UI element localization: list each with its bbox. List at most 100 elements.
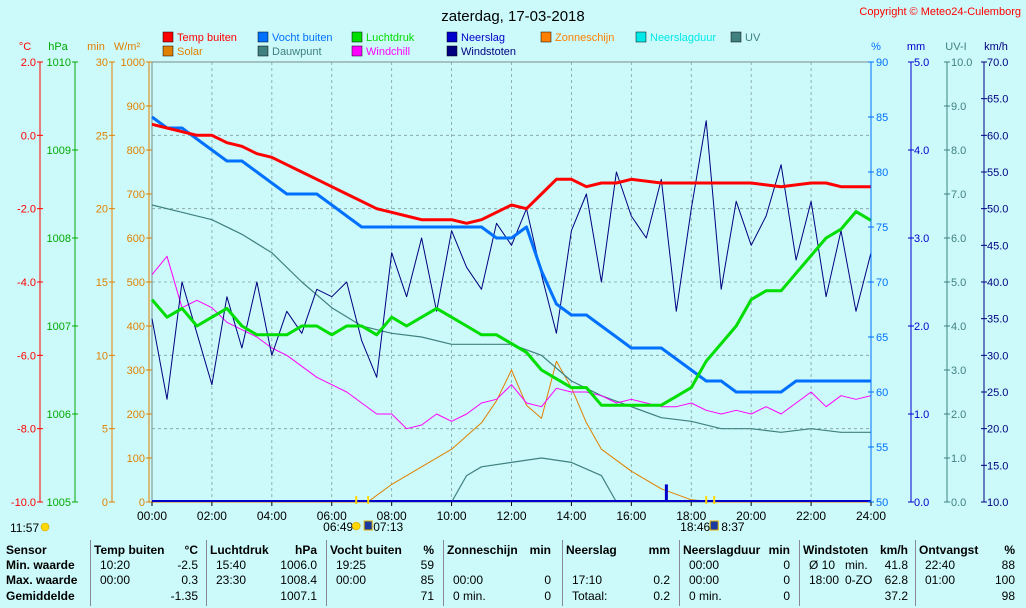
sun-markers: 11:57 06:49 07:13 18:46 8:37 xyxy=(10,496,745,535)
pressure-axis-tick-label: 1005 xyxy=(47,497,71,509)
stats-cell-time: 17:10 xyxy=(572,573,603,587)
stats-separator xyxy=(443,540,444,606)
time-tick-label: 12:00 xyxy=(496,509,526,523)
uv-axis-tick-label: 2.0 xyxy=(951,409,966,421)
time-tick-label: 04:00 xyxy=(257,509,287,523)
humidity-axis-tick-label: 70 xyxy=(876,277,888,289)
stats-cell-value: -1.35 xyxy=(170,589,198,603)
legend-label: Windstoten xyxy=(461,46,516,58)
x-axis: 00:00 02:00 04:00 06:00 08:00 10:00 12:00 14:00… xyxy=(137,502,886,523)
stats-cell-value: 0 xyxy=(783,558,790,572)
legend-swatch xyxy=(446,31,458,43)
solar-axis-tick-label: 200 xyxy=(127,409,145,421)
humidity-axis-tick-label: 65 xyxy=(876,332,888,344)
stats-table: Sensor Min. waarde Max. waarde Gemiddelde Te… xyxy=(0,538,1026,608)
legend-label: Vocht buiten xyxy=(272,32,333,44)
series-luchtdruk-line xyxy=(150,210,872,407)
wind-axis-tick-label: 30.0 xyxy=(987,350,1008,362)
stats-cell-value: 100 xyxy=(994,573,1015,587)
pressure-axis-tick-label: 1009 xyxy=(47,145,71,157)
wind-axis-tick-label: 70.0 xyxy=(987,57,1008,69)
time-tick-label: 08:00 xyxy=(377,509,407,523)
temp-axis-tick-label: -6.0 xyxy=(17,350,36,362)
stats-separator xyxy=(799,540,800,606)
legend-label: Temp buiten xyxy=(177,32,237,44)
series-windstoten-line xyxy=(151,120,872,400)
stats-separator xyxy=(90,540,91,606)
stats-column-unit: hPa xyxy=(294,543,317,557)
stats-cell-time: 01:00 xyxy=(925,573,956,587)
pressure-axis-tick-label: 1010 xyxy=(47,57,71,69)
wind-axis-tick-label: 25.0 xyxy=(987,387,1008,399)
minutes-unit-label: min xyxy=(87,41,105,53)
solar-axis-tick-label: 1000 xyxy=(121,57,145,69)
stats-cell-time: 0 min. xyxy=(689,589,722,603)
sun-event-marker xyxy=(713,496,716,504)
time-tick-label: 18:00 xyxy=(676,509,706,523)
time-tick-label: 10:00 xyxy=(437,509,467,523)
stats-cell-extra: 0-ZO xyxy=(845,573,873,587)
legend-label: Zonneschijn xyxy=(555,32,614,44)
temp-unit-label: °C xyxy=(19,41,31,53)
stats-cell-time: 00:00 xyxy=(100,573,131,587)
wind-unit-label: km/h xyxy=(984,41,1008,53)
uv-axis-tick-label: 1.0 xyxy=(951,453,966,465)
humidity-axis-tick-label: 50 xyxy=(876,497,888,509)
solar-axis-tick-label: 900 xyxy=(127,101,145,113)
stats-column: Zonneschijn min 00:00 0 0 min. 0 xyxy=(447,538,559,608)
legend-label: Luchtdruk xyxy=(366,32,415,44)
stats-cell-value xyxy=(447,557,551,573)
stats-column: Windstoten km/h Ø 10 min. 41.8 18:00 0-ZO 62.8 3… xyxy=(803,538,916,608)
time-tick-label: 20:00 xyxy=(736,509,766,523)
rain-axis-tick-label: 2.0 xyxy=(914,321,929,333)
stats-cell-value: 98 xyxy=(1001,589,1015,603)
stats-column-title: Luchtdruk xyxy=(210,543,269,557)
uv-axis-tick-label: 7.0 xyxy=(951,189,966,201)
pressure-unit-label: hPa xyxy=(48,41,68,53)
legend-swatch xyxy=(257,45,269,57)
uv-axis-tick-label: 5.0 xyxy=(951,277,966,289)
minutes-axis-tick-label: 15 xyxy=(96,277,108,289)
uv-axis-tick-label: 0.0 xyxy=(951,497,966,509)
stats-cell-value: 59 xyxy=(420,558,434,572)
copyright-link[interactable]: Copyright © Meteo24-Culemborg xyxy=(859,6,1021,18)
stats-cell-time: 19:25 xyxy=(336,558,367,572)
weather-chart: zaterdag, 17-03-2018 Copyright © Meteo24… xyxy=(0,0,1026,538)
stats-cell-time: 22:40 xyxy=(925,558,956,572)
stats-column: Temp buiten °C 10:20 -2.5 00:00 0.3 -1.35 xyxy=(94,538,206,608)
stats-cell-time: Ø 10 xyxy=(809,558,836,572)
chart-title: zaterdag, 17-03-2018 xyxy=(441,8,584,25)
stats-column-title: Neerslag xyxy=(566,543,617,557)
legend-label: Windchill xyxy=(366,46,410,58)
stats-column: Sensor Min. waarde Max. waarde Gemiddelde xyxy=(6,538,90,608)
humidity-axis-tick-label: 60 xyxy=(876,387,888,399)
rain-unit-label: mm xyxy=(907,41,925,53)
legend-label: Neerslagduur xyxy=(650,32,716,44)
solar-axis-tick-label: 300 xyxy=(127,365,145,377)
series-solar-line xyxy=(152,360,871,503)
sun-icon xyxy=(40,522,50,532)
stats-column-unit: min xyxy=(529,543,551,557)
stats-column-unit: % xyxy=(423,543,434,557)
stats-column-unit: min xyxy=(768,543,790,557)
wind-axis-tick-label: 10.0 xyxy=(987,497,1008,509)
stats-column-unit: km/h xyxy=(879,543,908,557)
stats-cell-value: 0 xyxy=(783,573,790,587)
stats-separator xyxy=(206,540,207,606)
uv-axis-tick-label: 6.0 xyxy=(951,233,966,245)
solar-axis-tick-label: 100 xyxy=(127,453,145,465)
stats-cell-value: -2.5 xyxy=(177,558,198,572)
legend-swatch xyxy=(162,45,174,57)
legend-swatch xyxy=(351,31,363,43)
solar-unit-label: W/m² xyxy=(114,41,141,53)
pressure-axis-tick-label: 1008 xyxy=(47,233,71,245)
stats-column-title: Zonneschijn xyxy=(447,543,518,557)
temp-axis-tick-label: -4.0 xyxy=(17,277,36,289)
legend-swatch xyxy=(446,45,458,57)
series-temp-buiten-line xyxy=(151,122,871,225)
series-layer xyxy=(150,115,872,503)
pressure-axis-tick-label: 1007 xyxy=(47,321,71,333)
legend-label: Solar xyxy=(177,46,203,58)
solar-axis-tick-label: 400 xyxy=(127,321,145,333)
humidity-axis-tick-label: 85 xyxy=(876,112,888,124)
